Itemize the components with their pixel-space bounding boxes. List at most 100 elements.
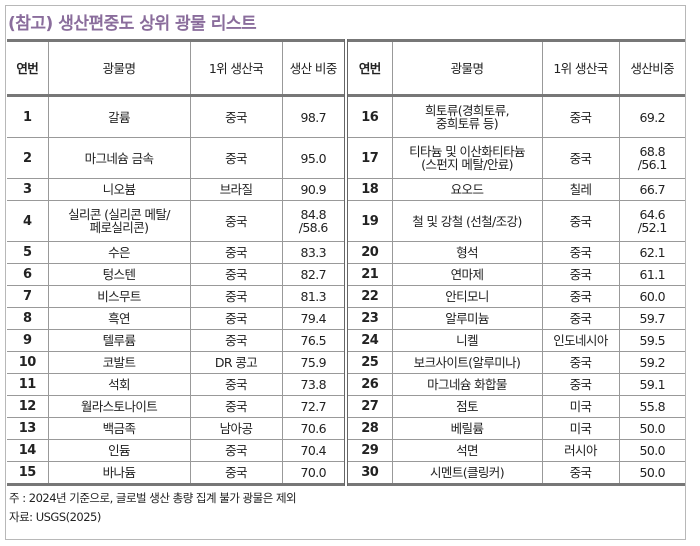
production-share: 61.1 xyxy=(619,263,685,286)
mineral-no: 17 xyxy=(346,137,393,179)
mineral-no: 27 xyxy=(346,395,393,418)
header-no: 연번 xyxy=(7,39,49,97)
top-producer: 중국 xyxy=(190,200,283,242)
table-row: 15 바나듐 중국 70.0 30 시멘트(클링커) 중국 50.0 xyxy=(7,461,685,486)
mineral-name: 마그네슘 화합물 xyxy=(392,373,543,396)
footnote: 주 : 2024년 기준으로, 글로벌 생산 총량 집계 불가 광물은 제외 xyxy=(9,491,297,505)
header-share: 생산 비중 xyxy=(282,39,348,97)
top-producer: 미국 xyxy=(542,395,620,418)
production-share: 75.9 xyxy=(282,351,348,374)
production-share: 66.7 xyxy=(619,178,685,201)
mineral-name: 점토 xyxy=(392,395,543,418)
production-share: 70.0 xyxy=(282,461,348,486)
top-producer: 중국 xyxy=(190,137,283,179)
mineral-name: 마그네슘 금속 xyxy=(48,137,191,179)
top-producer: 칠레 xyxy=(542,178,620,201)
mineral-no: 19 xyxy=(346,200,393,242)
mineral-no: 18 xyxy=(346,178,393,201)
mineral-no: 15 xyxy=(7,461,49,486)
mineral-name: 알루미늄 xyxy=(392,307,543,330)
mineral-name: 티타늄 및 이산화티타늄 (스펀지 메탈/안료) xyxy=(392,137,543,179)
production-share: 59.2 xyxy=(619,351,685,374)
table-row: 8 흑연 중국 79.4 23 알루미늄 중국 59.7 xyxy=(7,307,685,330)
table-row: 7 비스무트 중국 81.3 22 안티모니 중국 60.0 xyxy=(7,285,685,308)
source-note: 자료: USGS(2025) xyxy=(9,510,101,524)
mineral-name: 니오븀 xyxy=(48,178,191,201)
mineral-name: 실리콘 (실리콘 메탈/페로실리콘) xyxy=(48,200,191,242)
mineral-no: 7 xyxy=(7,285,49,308)
top-producer: 중국 xyxy=(190,263,283,286)
mineral-no: 24 xyxy=(346,329,393,352)
mineral-name: 안티모니 xyxy=(392,285,543,308)
mineral-name: 석회 xyxy=(48,373,191,396)
mineral-no: 22 xyxy=(346,285,393,308)
top-producer: 중국 xyxy=(542,137,620,179)
minerals-table: 연번 광물명 1위 생산국 생산 비중 연번 광물명 1위 생산국 생산비중 1… xyxy=(7,39,685,486)
production-share: 90.9 xyxy=(282,178,348,201)
header-mineral: 광물명 xyxy=(48,39,191,97)
header-country: 1위 생산국 xyxy=(190,39,283,97)
mineral-no: 12 xyxy=(7,395,49,418)
production-share: 84.8/58.6 xyxy=(282,200,348,242)
header-row: 연번 광물명 1위 생산국 생산 비중 연번 광물명 1위 생산국 생산비중 xyxy=(7,39,685,97)
top-producer: 중국 xyxy=(542,461,620,486)
production-share: 68.8/56.1 xyxy=(619,137,685,179)
mineral-name: 시멘트(클링커) xyxy=(392,461,543,486)
mineral-no: 29 xyxy=(346,439,393,462)
production-share: 59.5 xyxy=(619,329,685,352)
mineral-name: 백금족 xyxy=(48,417,191,440)
production-share: 72.7 xyxy=(282,395,348,418)
top-producer: 인도네시아 xyxy=(542,329,620,352)
top-producer: 중국 xyxy=(190,95,283,138)
production-share: 83.3 xyxy=(282,241,348,264)
mineral-no: 11 xyxy=(7,373,49,396)
production-share: 60.0 xyxy=(619,285,685,308)
table-row: 5 수은 중국 83.3 20 형석 중국 62.1 xyxy=(7,241,685,264)
mineral-no: 5 xyxy=(7,241,49,264)
top-producer: 중국 xyxy=(542,263,620,286)
mineral-name: 니켈 xyxy=(392,329,543,352)
mineral-name: 비스무트 xyxy=(48,285,191,308)
mineral-name: 인듐 xyxy=(48,439,191,462)
production-share: 55.8 xyxy=(619,395,685,418)
top-producer: 남아공 xyxy=(190,417,283,440)
mineral-no: 2 xyxy=(7,137,49,179)
top-producer: 중국 xyxy=(542,241,620,264)
mineral-name: 보크사이트(알루미나) xyxy=(392,351,543,374)
production-share: 50.0 xyxy=(619,461,685,486)
production-share: 98.7 xyxy=(282,95,348,138)
production-share: 95.0 xyxy=(282,137,348,179)
top-producer: 중국 xyxy=(190,395,283,418)
mineral-name: 철 및 강철 (선철/조강) xyxy=(392,200,543,242)
notes: 주 : 2024년 기준으로, 글로벌 생산 총량 집계 불가 광물은 제외 자… xyxy=(9,489,297,527)
table-row: 9 텔루륨 중국 76.5 24 니켈 인도네시아 59.5 xyxy=(7,329,685,352)
mineral-no: 26 xyxy=(346,373,393,396)
production-share: 69.2 xyxy=(619,95,685,138)
mineral-name: 희토류(경희토류, 중희토류 등) xyxy=(392,95,543,138)
mineral-no: 23 xyxy=(346,307,393,330)
mineral-no: 14 xyxy=(7,439,49,462)
mineral-name: 수은 xyxy=(48,241,191,264)
top-producer: 중국 xyxy=(190,307,283,330)
table-row: 13 백금족 남아공 70.6 28 베릴륨 미국 50.0 xyxy=(7,417,685,440)
mineral-name: 석면 xyxy=(392,439,543,462)
production-share: 70.6 xyxy=(282,417,348,440)
mineral-no: 25 xyxy=(346,351,393,374)
production-share: 73.8 xyxy=(282,373,348,396)
production-share: 50.0 xyxy=(619,439,685,462)
top-producer: 러시아 xyxy=(542,439,620,462)
mineral-no: 10 xyxy=(7,351,49,374)
mineral-no: 9 xyxy=(7,329,49,352)
table-row: 4 실리콘 (실리콘 메탈/페로실리콘) 중국 84.8/58.6 19 철 및 강철 (… xyxy=(7,200,685,242)
mineral-no: 1 xyxy=(7,95,49,138)
top-producer: 중국 xyxy=(190,329,283,352)
mineral-name: 월라스토나이트 xyxy=(48,395,191,418)
production-share: 70.4 xyxy=(282,439,348,462)
mineral-no: 13 xyxy=(7,417,49,440)
top-producer: 중국 xyxy=(190,241,283,264)
mineral-no: 28 xyxy=(346,417,393,440)
top-producer: 중국 xyxy=(542,373,620,396)
mineral-no: 4 xyxy=(7,200,49,242)
production-share: 81.3 xyxy=(282,285,348,308)
header-no: 연번 xyxy=(346,39,393,97)
